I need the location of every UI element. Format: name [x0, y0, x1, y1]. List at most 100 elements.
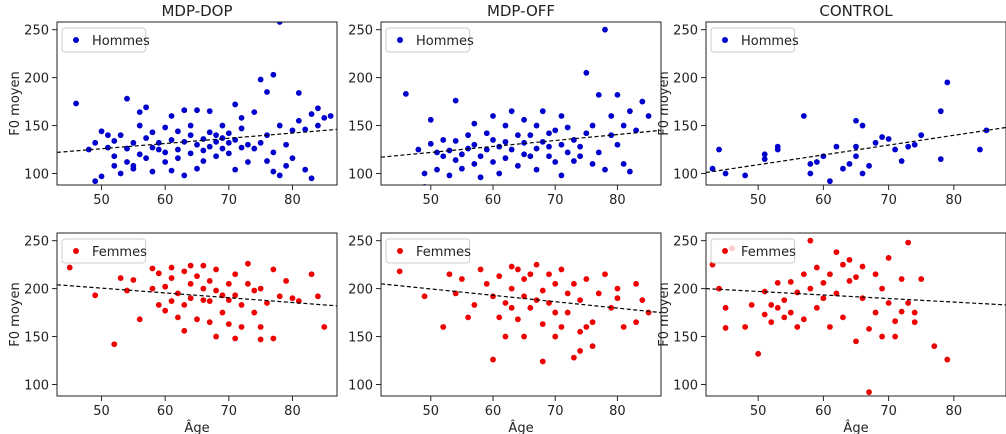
data-point — [564, 149, 571, 156]
data-point — [302, 166, 309, 173]
data-point — [289, 295, 296, 302]
y-tick-label: 200 — [24, 72, 49, 87]
data-point — [539, 358, 546, 365]
data-point — [155, 139, 162, 146]
data-point — [232, 101, 239, 108]
data-point — [879, 285, 885, 292]
data-point — [546, 153, 552, 160]
data-points — [73, 22, 334, 185]
data-point — [807, 161, 814, 167]
data-point — [396, 268, 403, 275]
y-tick-label: 250 — [24, 24, 49, 39]
legend-label: Hommes — [416, 34, 474, 49]
data-point — [245, 159, 251, 165]
data-point — [162, 149, 169, 156]
data-point — [614, 91, 621, 98]
data-point — [446, 271, 453, 278]
data-point — [521, 139, 528, 146]
data-point — [496, 273, 503, 280]
legend-marker — [722, 248, 728, 254]
data-point — [911, 319, 918, 326]
data-point — [130, 139, 137, 146]
data-point — [564, 290, 571, 297]
data-point — [633, 280, 640, 287]
data-point — [225, 150, 232, 157]
data-point — [162, 307, 169, 314]
data-point — [761, 151, 768, 158]
trendline — [706, 288, 1006, 306]
data-point — [168, 275, 175, 281]
legend: Femmes — [61, 238, 147, 264]
data-point — [206, 319, 213, 326]
data-point — [885, 136, 892, 142]
data-point — [257, 324, 264, 330]
data-point — [614, 141, 621, 148]
data-point — [859, 170, 866, 177]
data-points — [402, 26, 652, 185]
data-point — [149, 168, 156, 175]
x-tick-label: 80 — [946, 404, 963, 419]
data-point — [774, 279, 781, 286]
data-point — [859, 122, 866, 129]
data-point — [813, 159, 820, 165]
plot-frame — [705, 232, 1006, 397]
data-point — [521, 116, 528, 123]
y-axis-label: F0 moyen — [8, 282, 23, 346]
data-point — [546, 143, 552, 150]
data-point — [787, 279, 794, 285]
data-point — [92, 292, 99, 299]
data-point — [232, 292, 239, 299]
data-point — [626, 108, 633, 115]
data-point — [748, 302, 755, 308]
data-point — [232, 137, 239, 143]
data-point — [633, 127, 640, 134]
data-point — [490, 113, 496, 119]
data-point — [440, 137, 447, 143]
data-point — [117, 275, 124, 281]
data-point — [194, 165, 200, 172]
data-point — [840, 314, 846, 321]
data-point — [983, 127, 990, 134]
data-point — [820, 295, 827, 302]
x-tick-label: 60 — [815, 193, 832, 208]
y-axis-label: F0 moyen — [657, 282, 672, 346]
data-point — [251, 109, 258, 116]
data-point — [514, 162, 521, 169]
x-tick-label: 50 — [93, 193, 110, 208]
data-point — [527, 132, 534, 139]
data-point — [283, 141, 289, 148]
y-tick-label: 200 — [24, 283, 49, 298]
data-point — [539, 321, 546, 327]
data-point — [577, 153, 584, 160]
data-point — [768, 319, 775, 326]
plot-frame — [56, 21, 338, 186]
data-point — [308, 175, 315, 182]
data-point — [245, 141, 251, 148]
data-point — [213, 333, 219, 340]
data-point — [508, 285, 515, 292]
data-point — [502, 300, 509, 306]
legend-marker — [397, 37, 403, 43]
data-point — [98, 128, 105, 135]
data-point — [813, 264, 820, 271]
data-point — [716, 146, 722, 153]
data-point — [583, 324, 590, 330]
x-tick-label: 60 — [485, 193, 502, 208]
data-point — [219, 145, 226, 152]
data-point — [111, 341, 118, 348]
data-point — [181, 327, 188, 334]
data-point — [521, 293, 528, 300]
data-point — [781, 297, 788, 304]
data-point — [944, 356, 951, 363]
trendline — [381, 283, 661, 314]
x-tick-label: 60 — [157, 404, 174, 419]
legend: Hommes — [710, 27, 799, 53]
data-point — [911, 141, 918, 148]
data-point — [589, 122, 596, 129]
panel-title: MDP-DOP — [161, 2, 232, 20]
data-point — [937, 108, 944, 115]
data-point — [283, 162, 289, 169]
data-point — [872, 271, 879, 278]
data-point — [490, 137, 496, 143]
data-point — [977, 146, 983, 153]
